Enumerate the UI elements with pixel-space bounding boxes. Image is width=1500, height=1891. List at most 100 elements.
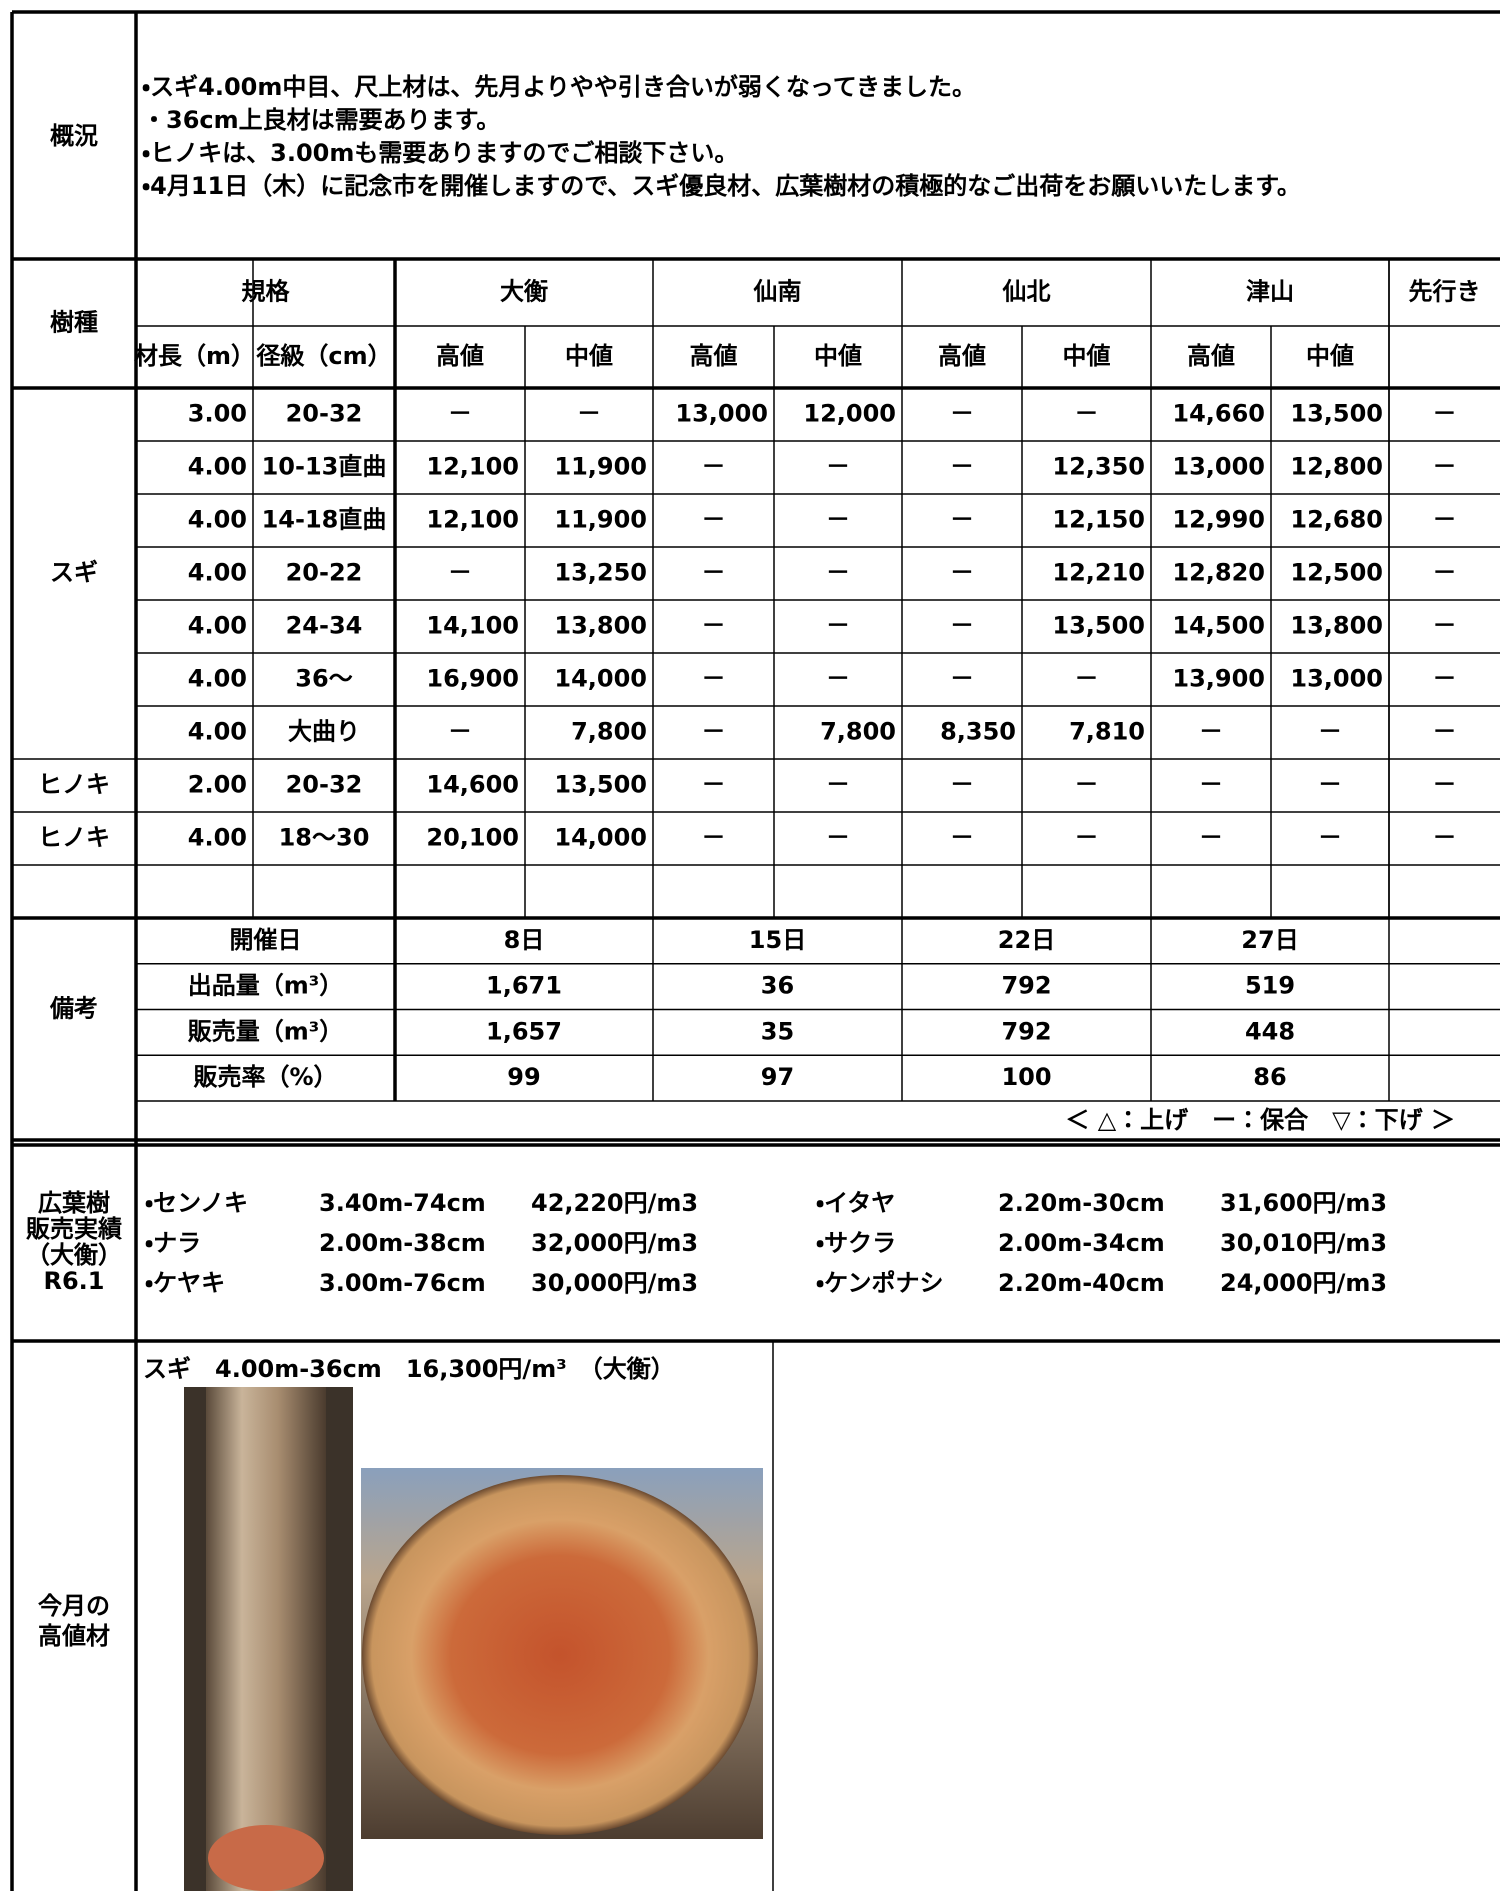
header: 高値: [938, 342, 986, 370]
remark-value: 15日: [749, 926, 806, 954]
header: 中値: [1063, 342, 1111, 370]
section-label: R6.1: [44, 1267, 105, 1295]
price: －: [950, 559, 974, 587]
price: －: [826, 453, 850, 481]
price: －: [1075, 665, 1099, 693]
price: 14,660: [1172, 400, 1265, 428]
length: 4.00: [188, 718, 247, 746]
legend: ＜ △：上げ ー：保合 ▽：下げ ＞: [1065, 1106, 1455, 1134]
header: 先行き: [1409, 278, 1481, 306]
featured-caption: スギ 4.00m-36cm 16,300円/m³ （大衡）: [143, 1355, 675, 1383]
price: －: [1199, 824, 1223, 852]
length: 4.00: [188, 612, 247, 640]
market-name: 大衡: [500, 278, 548, 306]
hardwood-name: ・サクラ: [816, 1229, 896, 1257]
price: 13,500: [554, 771, 647, 799]
log-end: [208, 1825, 324, 1891]
section-label: 販売実績: [26, 1215, 122, 1243]
price: 13,500: [1052, 612, 1145, 640]
price: －: [950, 612, 974, 640]
header: 高値: [1187, 342, 1235, 370]
outlook: －: [1433, 453, 1457, 481]
market-name: 仙北: [1002, 278, 1051, 306]
price: －: [826, 771, 850, 799]
remark-value: 519: [1245, 972, 1295, 1000]
hardwood-price: 30,000円/m3: [531, 1269, 698, 1297]
section-label: 高値材: [38, 1622, 110, 1650]
outlook: －: [1433, 824, 1457, 852]
hardwood-spec: 2.20m-30cm: [998, 1189, 1165, 1217]
price: －: [448, 559, 472, 587]
price: 20,100: [426, 824, 519, 852]
price: 7,810: [1069, 718, 1145, 746]
length: 4.00: [188, 453, 247, 481]
header: 規格: [242, 278, 291, 306]
hardwood-price: 42,220円/m3: [531, 1189, 698, 1217]
price: 12,680: [1290, 506, 1383, 534]
remark-value: 100: [1001, 1063, 1051, 1091]
diameter: 18～30: [279, 824, 370, 852]
hardwood-price: 32,000円/m3: [531, 1229, 698, 1257]
price: －: [950, 771, 974, 799]
header: 中値: [565, 342, 613, 370]
price: 8,350: [940, 718, 1016, 746]
remark-value: 86: [1253, 1063, 1286, 1091]
remark-header: 開催日: [230, 926, 302, 954]
remark-value: 36: [761, 972, 794, 1000]
hardwood-spec: 2.00m-38cm: [319, 1229, 486, 1257]
remark-value: 97: [761, 1063, 794, 1091]
price: －: [702, 506, 726, 534]
remark-header: 販売量（m³）: [188, 1017, 344, 1045]
species: ヒノキ: [38, 771, 110, 799]
price: －: [826, 824, 850, 852]
price: 14,600: [426, 771, 519, 799]
remark-value: 27日: [1241, 926, 1298, 954]
log-cross-section: [362, 1475, 758, 1835]
price: －: [702, 453, 726, 481]
price: －: [1075, 824, 1099, 852]
outlook: －: [1433, 718, 1457, 746]
price: －: [950, 665, 974, 693]
length: 4.00: [188, 506, 247, 534]
header: 高値: [690, 342, 738, 370]
diameter: 36～: [295, 665, 352, 693]
hardwood-name: ・ケヤキ: [145, 1269, 225, 1297]
diameter: 大曲り: [288, 718, 360, 746]
price: －: [826, 612, 850, 640]
price: 14,500: [1172, 612, 1265, 640]
price: 12,100: [426, 506, 519, 534]
price: 16,900: [426, 665, 519, 693]
price: －: [1199, 718, 1223, 746]
price: －: [1075, 400, 1099, 428]
section-label: 広葉樹: [38, 1189, 110, 1217]
price: 13,500: [1290, 400, 1383, 428]
remark-value: 99: [507, 1063, 540, 1091]
hardwood-price: 31,600円/m3: [1220, 1189, 1387, 1217]
log-trunk: [206, 1387, 326, 1891]
hardwood-name: ・ケンポナシ: [816, 1269, 943, 1297]
hardwood-spec: 3.00m-76cm: [319, 1269, 486, 1297]
price: 12,820: [1172, 559, 1265, 587]
diameter: 14-18直曲: [262, 506, 387, 534]
overview-line: ・36cm上良材は需要あります。: [142, 106, 500, 134]
diameter: 10-13直曲: [262, 453, 387, 481]
price: －: [1318, 824, 1342, 852]
header: 樹種: [50, 309, 98, 337]
outlook: －: [1433, 559, 1457, 587]
hardwood-price: 30,010円/m3: [1220, 1229, 1387, 1257]
price: 12,100: [426, 453, 519, 481]
price: 12,210: [1052, 559, 1145, 587]
price: －: [826, 665, 850, 693]
length: 2.00: [188, 771, 247, 799]
hardwood-price: 24,000円/m3: [1220, 1269, 1387, 1297]
price: 13,000: [1172, 453, 1265, 481]
header: 中値: [814, 342, 862, 370]
diameter: 20-32: [286, 400, 363, 428]
header: 径級（cm）: [255, 342, 391, 370]
species: ヒノキ: [38, 824, 110, 852]
length: 4.00: [188, 559, 247, 587]
price: －: [702, 559, 726, 587]
price: －: [577, 400, 601, 428]
remark-value: 792: [1001, 1017, 1051, 1045]
price: －: [1199, 771, 1223, 799]
